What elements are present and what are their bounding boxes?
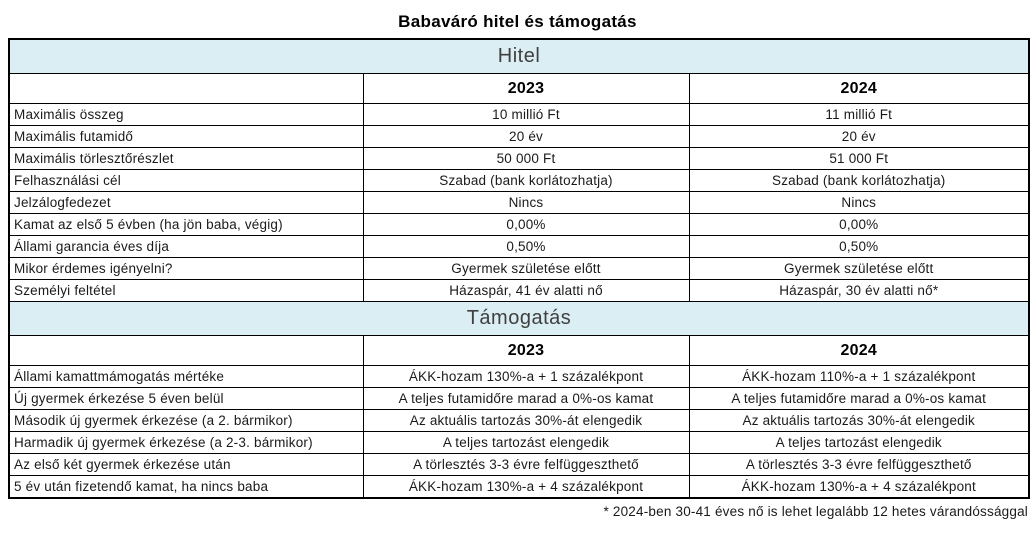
section-header-hitel: Hitel [8, 38, 1030, 74]
page-title: Babaváró hitel és támogatás [398, 12, 637, 31]
row-label: Maximális összeg [8, 103, 364, 126]
value-2023: 10 millió Ft [362, 103, 690, 126]
value-2024: A teljes tartozást elengedik [688, 431, 1030, 454]
table-row: Állami garancia éves díja 0,50% 0,50% [8, 235, 1030, 258]
value-2024: Az aktuális tartozás 30%-át elengedik [688, 409, 1030, 432]
year-header-row: 2023 2024 [8, 73, 1030, 104]
table-row: Az első két gyermek érkezése után A törl… [8, 453, 1030, 476]
babavaro-table: Hitel 2023 2024 Maximális összeg 10 mill… [8, 38, 1031, 499]
row-label: Új gyermek érkezése 5 éven belül [8, 387, 364, 410]
value-2023: 0,50% [362, 235, 690, 258]
value-2023: A törlesztés 3-3 évre felfüggeszthető [362, 453, 690, 476]
value-2023: A teljes futamidőre marad a 0%-os kamat [362, 387, 690, 410]
value-2023: 0,00% [362, 213, 690, 236]
year-header-2023: 2023 [362, 73, 690, 104]
row-label: Harmadik új gyermek érkezése (a 2-3. bár… [8, 431, 364, 454]
table-row: Kamat az első 5 évben (ha jön baba, végi… [8, 213, 1030, 236]
value-2024: 0,00% [688, 213, 1030, 236]
value-2023: Nincs [362, 191, 690, 214]
value-2023: ÁKK-hozam 130%-a + 1 százalékpont [362, 365, 690, 388]
section-title: Hitel [8, 38, 1030, 74]
table-row: Második új gyermek érkezése (a 2. bármik… [8, 409, 1030, 432]
table-row: 5 év után fizetendő kamat, ha nincs baba… [8, 475, 1030, 499]
row-label: Állami kamattmámogatás mértéke [8, 365, 364, 388]
row-label: Az első két gyermek érkezése után [8, 453, 364, 476]
row-label: Felhasználási cél [8, 169, 364, 192]
table-row: Jelzálogfedezet Nincs Nincs [8, 191, 1030, 214]
table-row: Maximális összeg 10 millió Ft 11 millió … [8, 103, 1030, 126]
value-2024: 20 év [688, 125, 1030, 148]
year-header-2023: 2023 [362, 335, 690, 366]
table-row: Maximális futamidő 20 év 20 év [8, 125, 1030, 148]
row-label: Személyi feltétel [8, 279, 364, 302]
year-header-2024: 2024 [688, 73, 1030, 104]
row-label: Állami garancia éves díja [8, 235, 364, 258]
empty-corner-cell [8, 335, 364, 366]
table-row: Mikor érdemes igényelni? Gyermek születé… [8, 257, 1030, 280]
value-2024: A teljes futamidőre marad a 0%-os kamat [688, 387, 1030, 410]
year-header-2024: 2024 [688, 335, 1030, 366]
section-title: Támogatás [8, 301, 1030, 336]
table-row: Új gyermek érkezése 5 éven belül A telje… [8, 387, 1030, 410]
row-label: Maximális törlesztőrészlet [8, 147, 364, 170]
footnote: * 2024-ben 30-41 éves nő is lehet legalá… [603, 504, 1028, 519]
row-label: Mikor érdemes igényelni? [8, 257, 364, 280]
row-label: 5 év után fizetendő kamat, ha nincs baba [8, 475, 364, 499]
value-2023: Gyermek születése előtt [362, 257, 690, 280]
value-2024: Házaspár, 30 év alatti nő* [688, 279, 1030, 302]
table-row: Felhasználási cél Szabad (bank korlátozh… [8, 169, 1030, 192]
value-2024: 11 millió Ft [688, 103, 1030, 126]
value-2023: 20 év [362, 125, 690, 148]
section-header-tamogatas: Támogatás [8, 301, 1030, 336]
value-2024: 0,50% [688, 235, 1030, 258]
row-label: Maximális futamidő [8, 125, 364, 148]
value-2023: Szabad (bank korlátozhatja) [362, 169, 690, 192]
table-row: Harmadik új gyermek érkezése (a 2-3. bár… [8, 431, 1030, 454]
row-label: Jelzálogfedezet [8, 191, 364, 214]
value-2024: A törlesztés 3-3 évre felfüggeszthető [688, 453, 1030, 476]
empty-corner-cell [8, 73, 364, 104]
value-2023: Az aktuális tartozás 30%-át elengedik [362, 409, 690, 432]
table-row: Állami kamattmámogatás mértéke ÁKK-hozam… [8, 365, 1030, 388]
value-2023: A teljes tartozást elengedik [362, 431, 690, 454]
table-row: Személyi feltétel Házaspár, 41 év alatti… [8, 279, 1030, 302]
row-label: Második új gyermek érkezése (a 2. bármik… [8, 409, 364, 432]
row-label: Kamat az első 5 évben (ha jön baba, végi… [8, 213, 364, 236]
year-header-row: 2023 2024 [8, 335, 1030, 366]
value-2023: Házaspár, 41 év alatti nő [362, 279, 690, 302]
value-2024: Nincs [688, 191, 1030, 214]
value-2023: ÁKK-hozam 130%-a + 4 százalékpont [362, 475, 690, 499]
table-row: Maximális törlesztőrészlet 50 000 Ft 51 … [8, 147, 1030, 170]
value-2024: 51 000 Ft [688, 147, 1030, 170]
value-2024: Gyermek születése előtt [688, 257, 1030, 280]
value-2024: Szabad (bank korlátozhatja) [688, 169, 1030, 192]
value-2024: ÁKK-hozam 110%-a + 1 százalékpont [688, 365, 1030, 388]
value-2024: ÁKK-hozam 130%-a + 4 százalékpont [688, 475, 1030, 499]
value-2023: 50 000 Ft [362, 147, 690, 170]
